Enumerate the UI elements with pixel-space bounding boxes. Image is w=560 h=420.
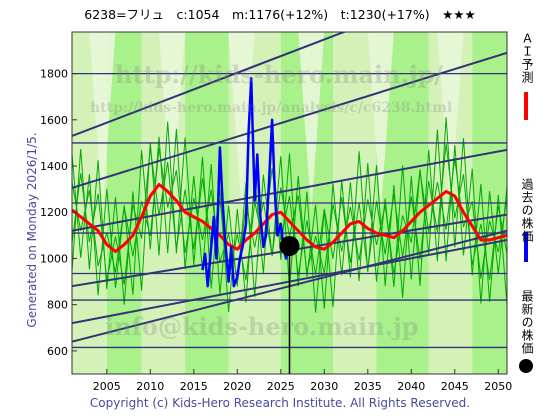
generated-date-label: Generated on Monday 2026/1/5. <box>25 132 39 328</box>
x-tick-label-2005: 2005 <box>93 380 121 393</box>
series-ai-forecast <box>71 183 508 254</box>
x-tick-label-2020: 2020 <box>223 380 251 393</box>
y-tick-label-1600: 1600 <box>40 114 68 127</box>
chart-title: 6238=フリュ c:1054 m:1176(+12%) t:1230(+17%… <box>84 7 476 22</box>
y-tick-label-800: 800 <box>47 299 68 312</box>
watermark-bottom: info@kids-hero.main.jp <box>105 312 419 341</box>
x-tick-label-2050: 2050 <box>484 380 512 393</box>
watermark-middle: http://kids-hero.main.jp/analysis/c/c623… <box>90 100 453 116</box>
legend-swatch-latest-price <box>519 359 533 373</box>
y-tick-label-600: 600 <box>47 345 68 358</box>
legend-label-past-price: 過去の株価 <box>520 178 534 243</box>
trend-line-2 <box>72 148 507 232</box>
trend-line-1 <box>72 51 507 189</box>
series-past-price <box>201 76 291 288</box>
y-tick-label-1400: 1400 <box>40 160 68 173</box>
legend-label-ai-forecast: ＡＩ予測 <box>520 32 534 84</box>
x-tick-label-2030: 2030 <box>310 380 338 393</box>
band-wedge-0 <box>89 32 116 213</box>
y-tick-label-1200: 1200 <box>40 206 68 219</box>
x-tick-label-2015: 2015 <box>180 380 208 393</box>
watermark-top: http://kids-hero.main.jp/ <box>115 60 444 89</box>
y-tick-label-1800: 1800 <box>40 68 68 81</box>
band-wedge-5 <box>437 32 464 213</box>
y-tick-label-1000: 1000 <box>40 252 68 265</box>
plot-frame <box>71 31 508 375</box>
x-tick-label-2025: 2025 <box>267 380 295 393</box>
x-tick-label-2045: 2045 <box>441 380 469 393</box>
legend-label-latest-price: 最新の株価 <box>520 290 534 355</box>
axes: 2005 2010 2015 2020 2025 2030 2035 2040 2045 2050… <box>40 68 512 393</box>
x-tick-label-2035: 2035 <box>354 380 382 393</box>
band-wedge-3 <box>298 32 325 213</box>
band-wedge-1 <box>159 32 186 213</box>
band-wedge-4 <box>367 32 394 213</box>
trend-line-0 <box>72 32 347 137</box>
x-tick-label-2010: 2010 <box>136 380 164 393</box>
range-line-2 <box>72 117 507 313</box>
x-tick-label-2040: 2040 <box>397 380 425 393</box>
legend <box>519 92 533 373</box>
series-lines <box>71 76 508 288</box>
latest-price-marker <box>279 235 300 256</box>
band-wedge-2 <box>228 32 255 213</box>
copyright-footer: Copyright (c) Kids-Hero Research Institu… <box>89 396 471 410</box>
